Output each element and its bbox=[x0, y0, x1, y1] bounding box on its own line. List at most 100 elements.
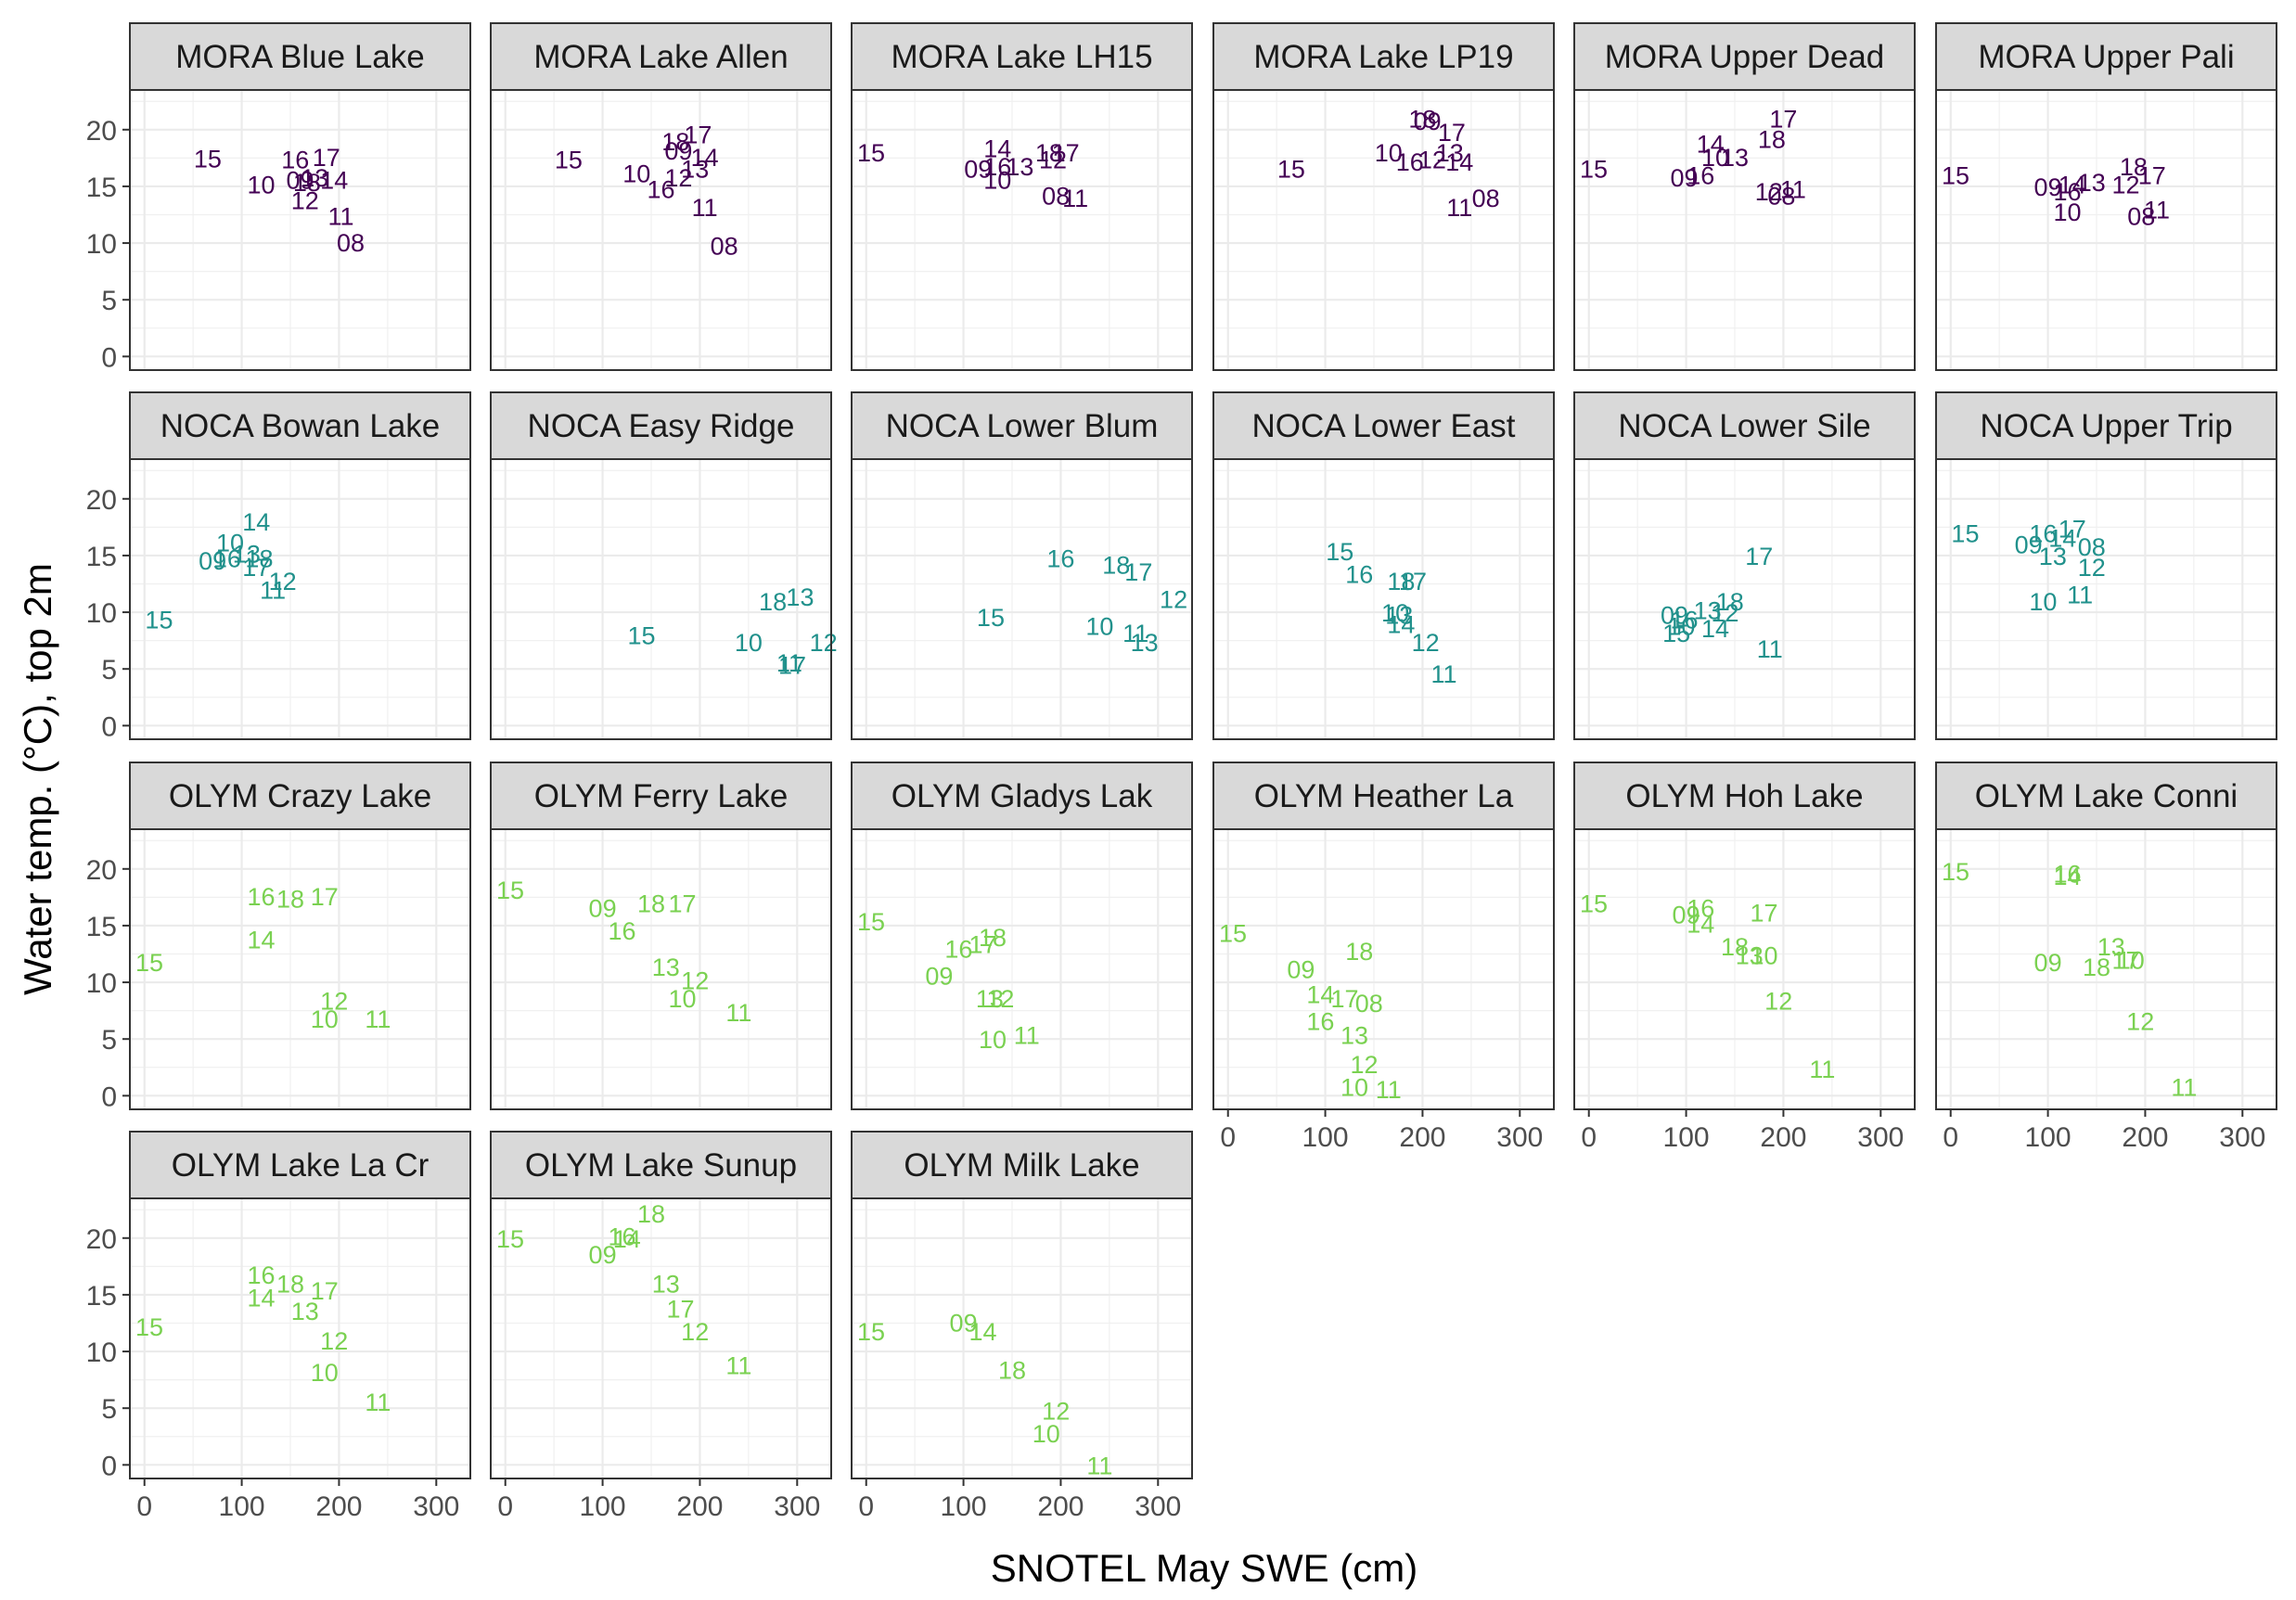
facet-title: MORA Lake LH15 bbox=[891, 39, 1152, 75]
plot-area bbox=[852, 1198, 1192, 1478]
data-point-label: 10 bbox=[1750, 942, 1777, 970]
data-point-label: 08 bbox=[1767, 183, 1795, 211]
data-point-label: 15 bbox=[496, 1225, 524, 1253]
data-point-label: 11 bbox=[2144, 196, 2170, 224]
x-tick-label: 300 bbox=[413, 1491, 459, 1522]
panel-border bbox=[490, 458, 832, 740]
panel-border bbox=[1573, 89, 1916, 371]
plot-area bbox=[491, 829, 831, 1109]
facet-title: NOCA Lower Sile bbox=[1618, 408, 1870, 444]
panel-border bbox=[1935, 458, 2277, 740]
data-point-label: 17 bbox=[242, 554, 270, 582]
data-point-label: 12 bbox=[1764, 988, 1792, 1016]
data-point-label: 16 bbox=[248, 1261, 276, 1289]
data-point-label: 11 bbox=[1757, 635, 1783, 663]
x-tick-label: 200 bbox=[1037, 1491, 1084, 1522]
x-tick-label: 300 bbox=[1135, 1491, 1181, 1522]
data-point-label: 18 bbox=[245, 544, 273, 572]
panel-border bbox=[490, 1197, 832, 1479]
data-point-label: 12 bbox=[681, 1318, 709, 1346]
data-point-label: 12 bbox=[269, 568, 297, 595]
data-point-label: 12 bbox=[1351, 1051, 1379, 1079]
data-point-label: 12 bbox=[810, 629, 838, 657]
data-point-label: 10 bbox=[1381, 599, 1409, 627]
data-point-label: 14 bbox=[2059, 171, 2086, 198]
data-point-label: 18 bbox=[979, 924, 1007, 952]
data-point-label: 11 bbox=[1809, 1056, 1835, 1083]
panel-border bbox=[1573, 828, 1916, 1110]
data-point-label: 08 bbox=[1355, 990, 1383, 1018]
data-point-label: 14 bbox=[983, 134, 1011, 162]
y-tick-label: 15 bbox=[86, 912, 117, 942]
x-tick-label: 0 bbox=[858, 1491, 874, 1522]
data-point-label: 18 bbox=[2083, 954, 2110, 981]
facet-strip bbox=[851, 391, 1193, 460]
facet-strip bbox=[851, 1131, 1193, 1199]
data-point-label: 11 bbox=[1376, 1076, 1402, 1104]
data-point-label: 13 bbox=[976, 985, 1004, 1013]
data-point-label: 14 bbox=[2054, 863, 2082, 890]
data-point-label: 14 bbox=[1387, 610, 1415, 638]
data-point-label: 12 bbox=[986, 985, 1014, 1013]
facet-strip bbox=[1935, 391, 2277, 460]
data-point-label: 09 bbox=[1414, 108, 1442, 135]
facet-title: NOCA Easy Ridge bbox=[528, 408, 795, 444]
data-point-label: 10 bbox=[216, 529, 244, 557]
data-point-label: 11 bbox=[365, 1389, 391, 1416]
plot-area bbox=[1936, 829, 2277, 1109]
plot-area bbox=[491, 1198, 831, 1478]
plot-area bbox=[491, 90, 831, 370]
data-point-label: 13 bbox=[2039, 543, 2067, 570]
data-point-label: 13 bbox=[681, 155, 709, 183]
data-point-label: 15 bbox=[857, 139, 885, 167]
data-point-label: 18 bbox=[637, 1200, 665, 1228]
data-point-label: 17 bbox=[1331, 985, 1359, 1013]
x-tick-label: 0 bbox=[136, 1491, 152, 1522]
data-point-label: 15 bbox=[857, 1318, 885, 1346]
x-tick-label: 100 bbox=[1302, 1122, 1349, 1153]
x-tick-label: 100 bbox=[1663, 1122, 1710, 1153]
data-point-label: 13 bbox=[652, 954, 680, 981]
plot-area bbox=[1574, 459, 1915, 739]
data-point-label: 16 bbox=[1046, 544, 1074, 572]
data-point-label: 18 bbox=[1102, 552, 1130, 580]
plot-area bbox=[130, 1198, 470, 1478]
plot-area bbox=[852, 829, 1192, 1109]
y-tick-label: 10 bbox=[86, 968, 117, 999]
data-point-label: 13 bbox=[301, 164, 328, 192]
y-tick-label: 20 bbox=[86, 116, 117, 147]
data-point-label: 18 bbox=[661, 128, 689, 156]
panel-border bbox=[129, 458, 471, 740]
data-point-label: 10 bbox=[311, 1359, 339, 1387]
data-point-label: 17 bbox=[1124, 558, 1152, 586]
panel-border bbox=[129, 828, 471, 1110]
data-point-label: 16 bbox=[2054, 861, 2082, 889]
data-point-label: 13 bbox=[233, 540, 261, 568]
facet-title: OLYM Lake La Cr bbox=[172, 1147, 430, 1184]
data-point-label: 17 bbox=[666, 1296, 694, 1324]
y-tick-label: 0 bbox=[101, 342, 117, 373]
facet-strip bbox=[1573, 762, 1916, 830]
data-point-label: 10 bbox=[622, 160, 650, 187]
facet-strip bbox=[851, 22, 1193, 91]
plot-area bbox=[1213, 459, 1554, 739]
data-point-label: 12 bbox=[1039, 147, 1067, 174]
panel-border bbox=[490, 828, 832, 1110]
data-point-label: 12 bbox=[1755, 178, 1783, 206]
data-point-label: 09 bbox=[1287, 955, 1315, 983]
data-point-label: 08 bbox=[2078, 533, 2106, 561]
panel-border bbox=[1935, 89, 2277, 371]
data-point-label: 14 bbox=[1701, 615, 1729, 643]
facet-strip bbox=[1212, 762, 1555, 830]
data-point-label: 11 bbox=[725, 1352, 751, 1380]
facet-strip bbox=[851, 762, 1193, 830]
data-point-label: 10 bbox=[311, 1005, 339, 1033]
data-point-label: 16 bbox=[609, 917, 636, 945]
y-tick-label: 15 bbox=[86, 542, 117, 572]
data-point-label: 11 bbox=[1122, 620, 1148, 647]
